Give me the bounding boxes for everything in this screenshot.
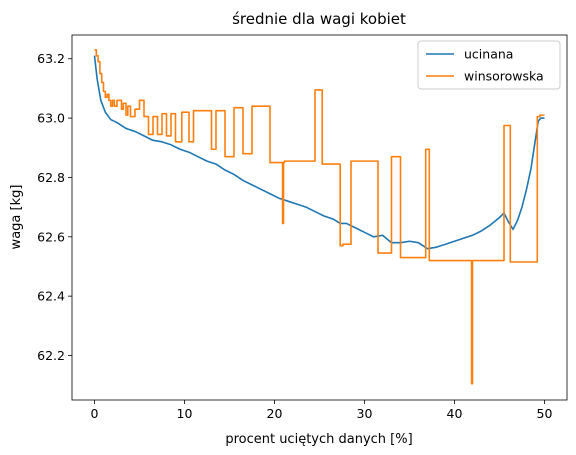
x-tick-label: 50 bbox=[537, 406, 553, 421]
series-line-winsorowska bbox=[94, 49, 545, 385]
x-tick-label: 40 bbox=[447, 406, 463, 421]
x-tick-label: 0 bbox=[91, 406, 99, 421]
y-tick-label: 62.6 bbox=[37, 229, 65, 244]
x-tick-label: 10 bbox=[177, 406, 193, 421]
y-tick-label: 63.0 bbox=[37, 111, 65, 126]
y-tick-label: 63.2 bbox=[37, 51, 65, 66]
y-axis: 62.2 62.4 62.6 62.8 63.0 63.2 bbox=[37, 51, 72, 363]
legend-label-winsorowska: winsorowska bbox=[464, 69, 544, 84]
plot-frame bbox=[71, 34, 568, 401]
legend: ucinana winsorowska bbox=[417, 40, 561, 90]
x-tick-label: 30 bbox=[357, 406, 373, 421]
x-tick-label: 20 bbox=[267, 406, 283, 421]
series-layer bbox=[93, 49, 545, 385]
x-axis-label: procent uciętych danych [%] bbox=[225, 432, 412, 447]
plot-area: 0 10 20 30 40 50 62.2 62.4 62.6 62.8 63.0 63.2 bbox=[37, 34, 568, 421]
y-tick-label: 62.4 bbox=[37, 289, 65, 304]
y-tick-label: 62.8 bbox=[37, 170, 65, 185]
legend-label-ucinana: ucinana bbox=[464, 47, 513, 62]
x-axis: 0 10 20 30 40 50 bbox=[91, 400, 553, 421]
y-axis-label: waga [kg] bbox=[9, 185, 24, 250]
chart-title: średnie dla wagi kobiet bbox=[232, 10, 406, 28]
y-tick-label: 62.2 bbox=[37, 348, 65, 363]
legend-box bbox=[417, 40, 561, 90]
